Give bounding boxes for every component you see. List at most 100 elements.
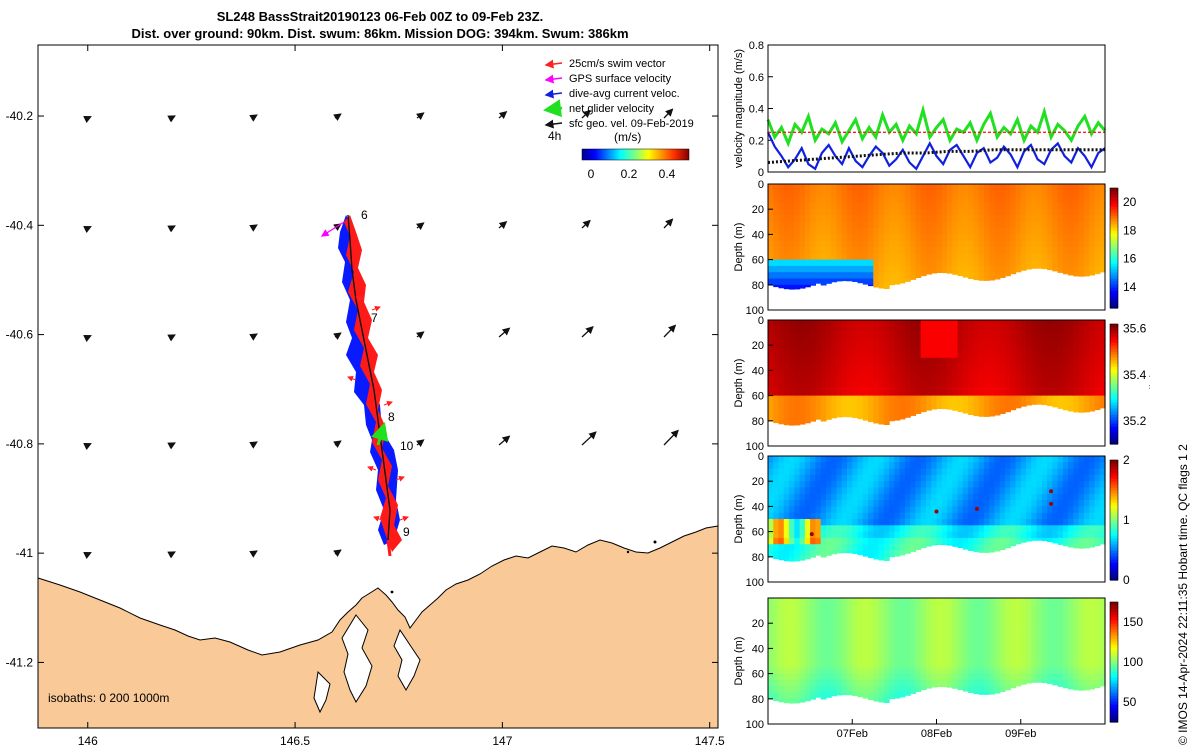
section-cell [1036, 209, 1043, 217]
section-cell [778, 629, 785, 637]
section-cell [768, 462, 774, 470]
section-cell [768, 272, 774, 280]
section-cell [957, 604, 964, 612]
section-cell [883, 642, 890, 650]
section-cell [1099, 364, 1106, 372]
geostrophic-vector [581, 219, 591, 229]
section-cell [778, 635, 785, 643]
section-cell [1068, 215, 1074, 223]
section-cell [810, 420, 816, 422]
section-cell [794, 284, 801, 290]
section-cell [857, 190, 864, 198]
section-cell [825, 221, 832, 229]
section-cell [983, 642, 990, 650]
section-cell [815, 184, 822, 192]
section-cell [1036, 265, 1043, 269]
section-cell [894, 338, 901, 346]
section-cell [862, 616, 869, 624]
section-cell [841, 616, 848, 624]
section-cell [857, 272, 864, 280]
section-cell [799, 326, 806, 334]
section-cell [941, 389, 948, 397]
section-cell [1010, 357, 1017, 365]
section-cell [878, 493, 885, 501]
section-cell [825, 481, 832, 489]
section-cell [825, 616, 832, 624]
section-cell [862, 500, 869, 508]
section-cell [1068, 661, 1074, 669]
section-cell [810, 184, 816, 192]
section-cell [957, 648, 964, 656]
geostrophic-vector [415, 331, 425, 340]
section-cell [789, 493, 795, 501]
section-cell [852, 493, 859, 501]
section-cell [941, 357, 948, 365]
section-axes-box [767, 319, 1106, 447]
section-cell [894, 364, 901, 372]
section-cell [1094, 493, 1101, 501]
section-cell [804, 661, 811, 669]
section-cell [910, 456, 917, 464]
section-cell [878, 679, 885, 687]
section-cell [931, 623, 938, 631]
colorbar-step [1110, 191, 1118, 195]
section-cell [836, 686, 843, 694]
section-cell [1036, 462, 1043, 470]
section-cell [1015, 629, 1022, 637]
section-cell [820, 401, 827, 409]
section-cell [920, 506, 927, 514]
section-cell [904, 550, 911, 554]
section-cell [889, 544, 895, 552]
section-cell [983, 265, 990, 273]
section-cell [936, 468, 943, 476]
section-cell [1010, 184, 1017, 192]
section-cell [894, 544, 901, 552]
section-cell [1078, 234, 1085, 242]
section-cell [894, 389, 901, 397]
section-cell [962, 253, 969, 261]
section-cell [778, 364, 785, 372]
section-cell [836, 221, 843, 229]
section-cell [862, 635, 869, 643]
section-cell [1015, 610, 1022, 618]
section-cell [920, 468, 927, 476]
section-cell [1015, 487, 1022, 495]
section-cell [1005, 629, 1011, 637]
section-cell [1047, 320, 1053, 328]
section-cell [868, 338, 874, 346]
section-cell [883, 673, 890, 681]
section-cell [789, 395, 795, 403]
section-cell [1094, 247, 1101, 255]
section-cell [947, 320, 953, 328]
section-cell [799, 519, 806, 527]
section-cell [1062, 456, 1069, 464]
section-cell [983, 345, 990, 353]
section-cell [836, 635, 843, 643]
section-cell [1005, 519, 1011, 527]
section-cell [841, 240, 848, 248]
section-cell [910, 519, 917, 527]
section-cell [852, 401, 859, 409]
section-cell [847, 221, 853, 229]
section-cell [1005, 228, 1011, 236]
section-cell [815, 525, 822, 533]
section-cell [815, 531, 822, 539]
section-cell [1031, 357, 1038, 365]
section-cell [847, 240, 853, 248]
section-cell [899, 253, 906, 261]
section-cell [983, 661, 990, 669]
section-cell [983, 604, 990, 612]
section-cell [957, 531, 964, 539]
section-cell [1099, 320, 1106, 328]
section-cell [1010, 389, 1017, 397]
section-cell [973, 401, 980, 409]
section-cell [915, 240, 922, 248]
section-cell [799, 253, 806, 261]
section-cell [1083, 481, 1090, 489]
section-cell [1026, 635, 1032, 643]
section-cell [1089, 320, 1096, 328]
section-cell [973, 474, 980, 482]
section-cell [789, 389, 795, 397]
section-cell [789, 383, 795, 391]
